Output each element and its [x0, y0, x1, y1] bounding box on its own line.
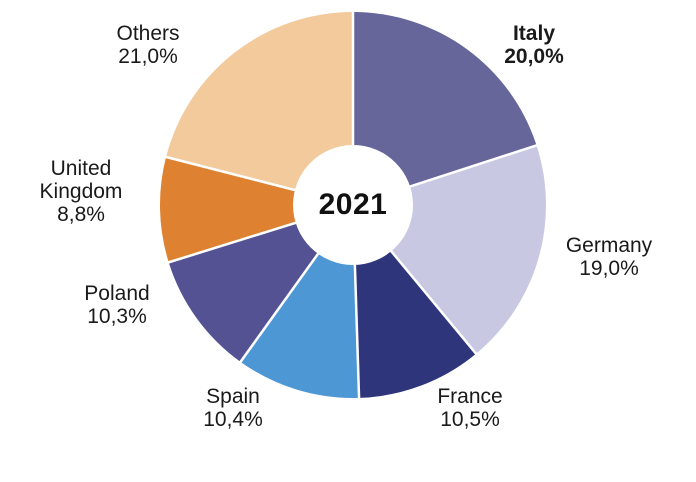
label-italy-pct: 20,0%	[504, 45, 564, 68]
label-france-pct: 10,5%	[440, 408, 500, 431]
label-united-kingdom-pct: 8,8%	[57, 203, 105, 226]
label-poland-name: Poland	[84, 282, 150, 305]
label-united-kingdom-name: United Kingdom	[39, 157, 123, 203]
donut-hole	[293, 145, 413, 265]
label-poland-pct: 10,3%	[87, 305, 147, 328]
label-spain-name: Spain	[206, 385, 260, 408]
label-italy-name: Italy	[512, 22, 556, 45]
label-france-name: France	[437, 385, 503, 408]
slice-italy	[353, 12, 537, 205]
label-france: France 10,5%	[437, 385, 502, 431]
slice-poland	[168, 205, 353, 362]
label-others-name: Others	[116, 22, 180, 45]
label-germany-pct: 19,0%	[579, 257, 639, 280]
label-others: Others 21,0%	[116, 22, 179, 68]
slice-united-kingdom	[159, 157, 353, 263]
label-others-pct: 21,0%	[118, 45, 178, 68]
label-spain: Spain 10,4%	[203, 385, 263, 431]
label-spain-pct: 10,4%	[203, 408, 263, 431]
slice-others	[166, 11, 353, 205]
center-year-label: 2021	[318, 188, 388, 221]
label-germany-name: Germany	[565, 234, 653, 257]
label-germany: Germany 19,0%	[566, 234, 652, 280]
label-italy: Italy 20,0%	[504, 22, 564, 68]
label-poland: Poland 10,3%	[84, 282, 149, 328]
label-united-kingdom: United Kingdom 8,8%	[31, 157, 131, 226]
